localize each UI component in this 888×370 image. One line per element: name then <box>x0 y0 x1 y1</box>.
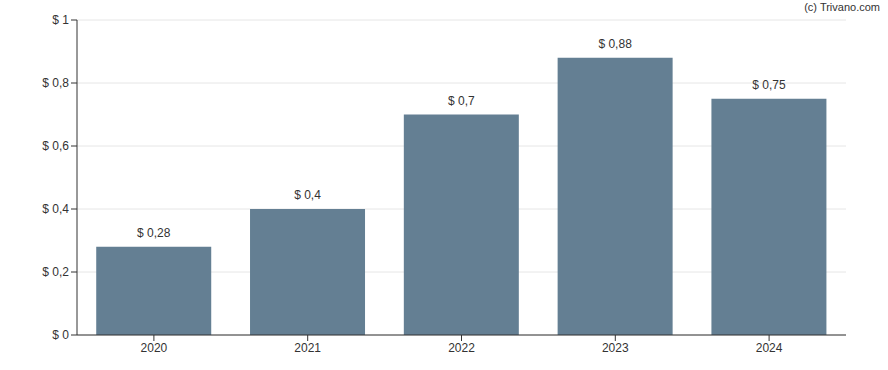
svg-text:2023: 2023 <box>602 341 629 355</box>
svg-text:$ 0: $ 0 <box>52 328 69 342</box>
svg-text:$ 0,28: $ 0,28 <box>137 226 171 240</box>
svg-text:$ 0,2: $ 0,2 <box>42 265 69 279</box>
svg-text:$ 0,4: $ 0,4 <box>294 188 321 202</box>
svg-text:$ 0,75: $ 0,75 <box>752 78 786 92</box>
svg-text:2022: 2022 <box>448 341 475 355</box>
svg-text:2020: 2020 <box>141 341 168 355</box>
svg-text:$ 0,4: $ 0,4 <box>42 202 69 216</box>
svg-text:$ 1: $ 1 <box>52 13 69 27</box>
svg-text:2024: 2024 <box>756 341 783 355</box>
svg-text:2021: 2021 <box>294 341 321 355</box>
svg-text:$ 0,7: $ 0,7 <box>448 94 475 108</box>
html-text:(c) Trivano.com: (c) Trivano.com <box>804 1 880 13</box>
svg-text:$ 0,88: $ 0,88 <box>598 37 632 51</box>
svg-text:$ 0,6: $ 0,6 <box>42 139 69 153</box>
svg-text:$ 0,8: $ 0,8 <box>42 76 69 90</box>
